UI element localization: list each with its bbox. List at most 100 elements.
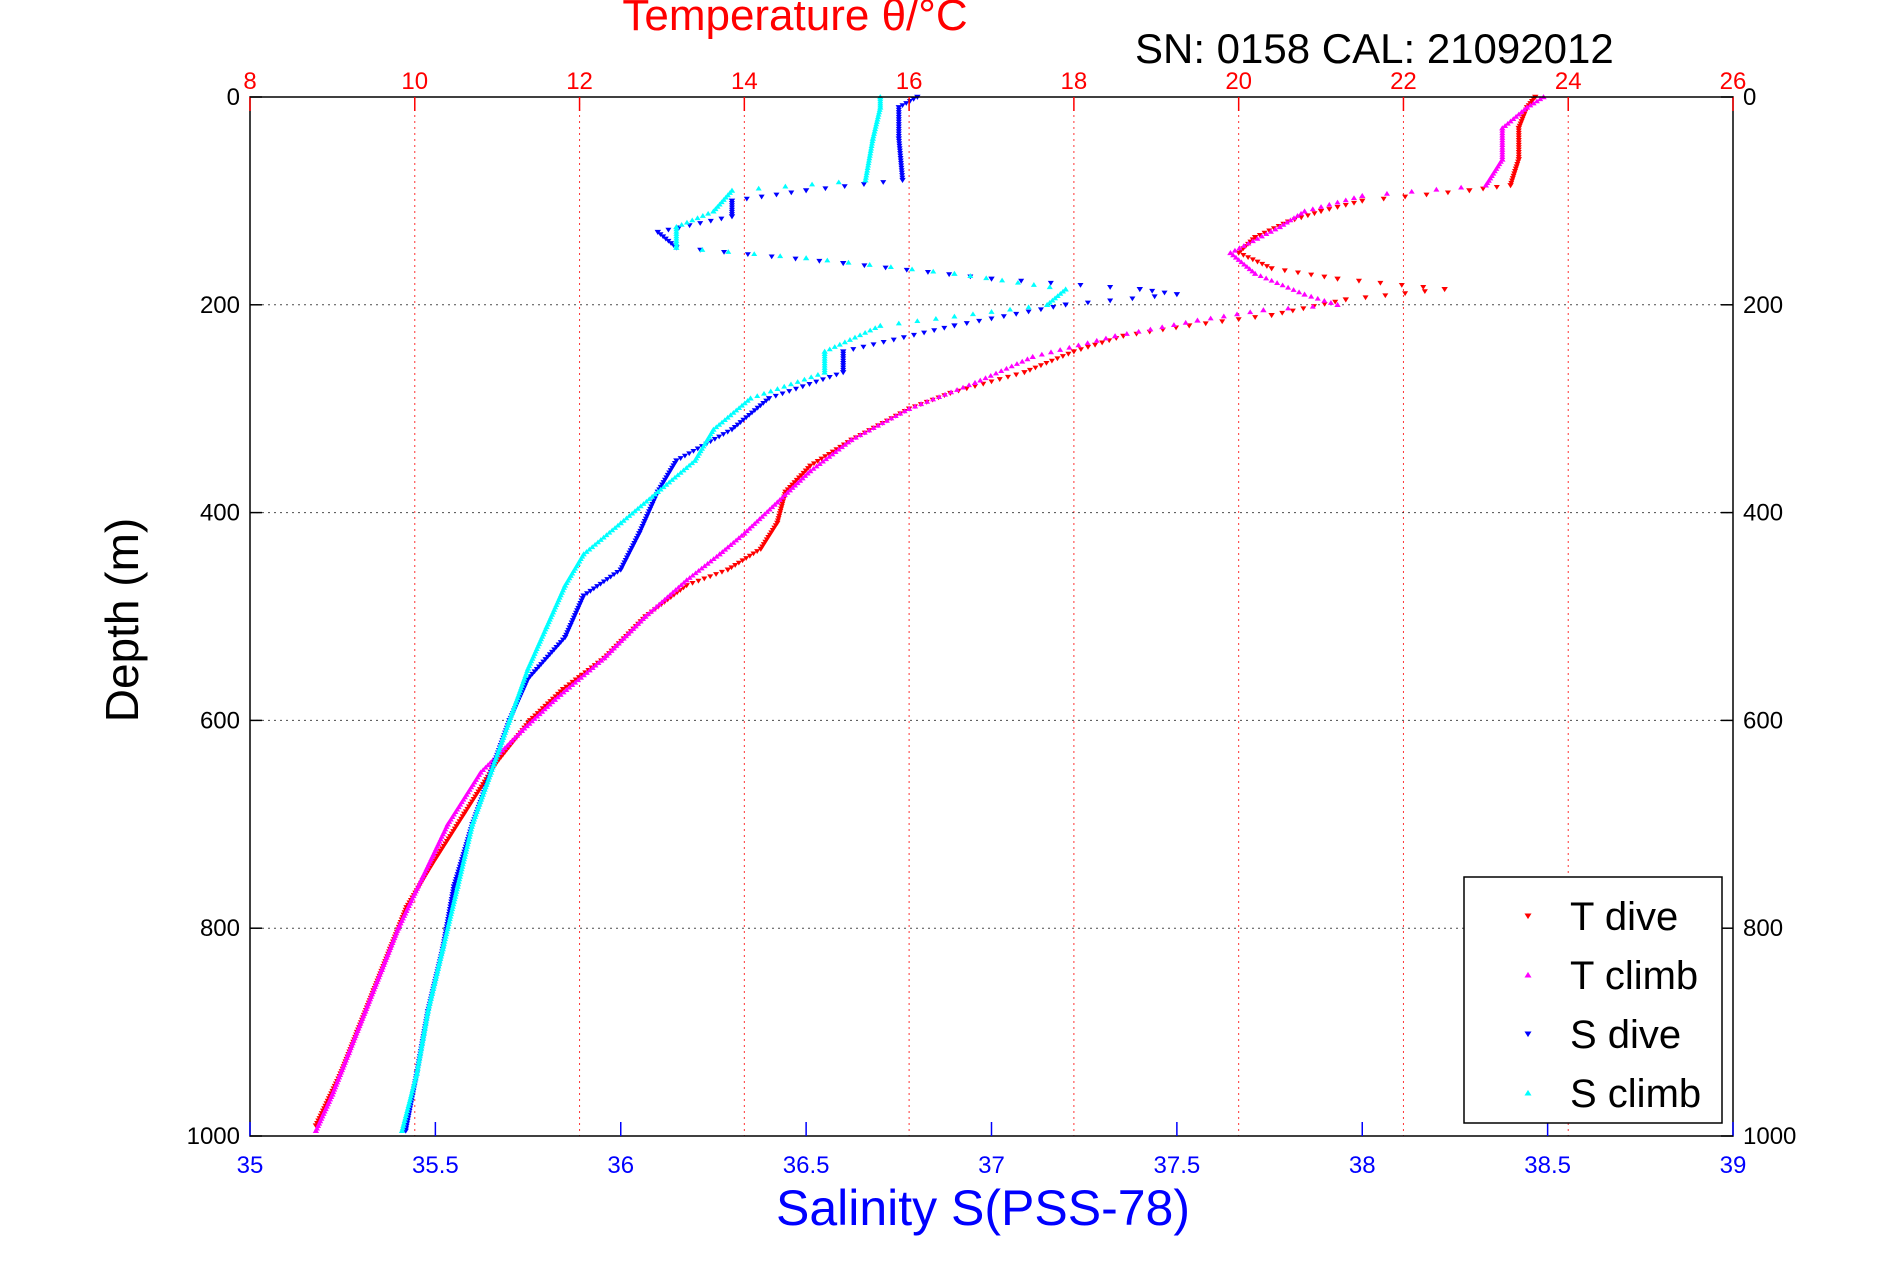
data-point-s-climb xyxy=(932,315,939,321)
data-point-t-climb xyxy=(719,549,726,554)
data-point-t-climb xyxy=(551,696,559,702)
data-point-t-dive xyxy=(1317,209,1325,215)
data-point-s-climb xyxy=(435,966,442,972)
data-point-s-climb xyxy=(405,1103,412,1109)
data-point-s-dive xyxy=(1151,294,1158,300)
data-point-t-climb xyxy=(536,711,543,717)
data-point-t-climb xyxy=(1408,188,1415,194)
instrument-subtitle: SN: 0158 CAL: 21092012 xyxy=(1135,25,1614,72)
data-point-s-climb xyxy=(614,522,621,528)
data-point-s-dive xyxy=(882,265,889,271)
data-point-t-climb xyxy=(769,504,776,510)
data-point-t-climb xyxy=(484,762,491,768)
data-point-t-climb xyxy=(813,463,820,469)
data-point-t-climb xyxy=(1038,351,1045,357)
data-point-t-climb xyxy=(667,591,674,597)
series-t-climb xyxy=(312,94,1547,1134)
data-point-s-dive xyxy=(903,267,910,273)
x-axis-label: Salinity S(PSS-78) xyxy=(776,1180,1190,1236)
data-point-t-climb xyxy=(1279,282,1286,288)
data-point-t-climb xyxy=(1267,228,1274,234)
data-point-s-dive xyxy=(540,659,547,665)
data-point-t-climb xyxy=(1513,113,1520,119)
data-point-t-dive xyxy=(1219,319,1226,325)
data-point-t-climb xyxy=(1499,125,1506,131)
data-point-t-dive xyxy=(1466,188,1473,194)
depth-tick-label-right: 400 xyxy=(1743,500,1783,527)
data-point-s-climb xyxy=(417,1051,424,1056)
data-point-s-dive xyxy=(568,620,575,626)
data-point-s-climb xyxy=(876,107,883,112)
data-point-t-climb xyxy=(1241,261,1248,267)
data-point-s-dive xyxy=(450,884,458,890)
data-point-s-climb xyxy=(867,150,874,156)
data-point-s-dive xyxy=(899,103,906,109)
data-point-s-climb xyxy=(865,157,872,163)
data-point-t-dive xyxy=(1240,252,1247,258)
data-point-s-climb xyxy=(454,883,461,889)
salinity-tick-label: 36.5 xyxy=(783,1152,830,1179)
data-point-t-climb xyxy=(930,396,937,402)
data-point-t-dive xyxy=(825,451,832,457)
data-point-s-climb xyxy=(866,152,873,158)
data-point-s-climb xyxy=(851,334,858,340)
data-point-s-climb xyxy=(404,1105,411,1111)
data-point-t-dive xyxy=(1304,213,1311,219)
data-point-s-climb xyxy=(870,133,877,139)
data-point-s-climb xyxy=(435,963,442,969)
data-point-t-climb xyxy=(1182,319,1189,325)
data-point-t-dive xyxy=(473,792,480,797)
data-point-s-dive xyxy=(768,254,775,260)
temperature-tick-label: 14 xyxy=(731,68,758,95)
data-point-t-climb xyxy=(826,453,833,459)
data-point-t-climb xyxy=(784,489,791,495)
data-point-s-climb xyxy=(794,379,801,384)
data-point-s-climb xyxy=(463,846,470,852)
data-point-s-dive xyxy=(686,451,693,457)
data-point-s-climb xyxy=(872,123,879,129)
data-point-t-dive xyxy=(1281,268,1288,274)
data-point-t-dive xyxy=(1059,354,1066,359)
data-point-t-dive xyxy=(437,848,444,854)
data-point-s-climb xyxy=(1046,284,1053,290)
data-point-t-climb xyxy=(482,764,489,770)
data-point-t-climb xyxy=(730,539,737,545)
data-point-t-climb xyxy=(672,587,679,592)
data-point-s-climb xyxy=(713,424,720,430)
data-point-t-climb xyxy=(875,422,882,428)
data-point-t-dive xyxy=(443,839,450,844)
data-point-s-climb xyxy=(408,1090,415,1096)
data-point-t-climb xyxy=(776,497,783,502)
data-point-s-climb xyxy=(456,876,463,882)
data-point-t-climb xyxy=(1502,123,1509,128)
data-point-s-climb xyxy=(623,515,630,521)
data-point-t-climb xyxy=(1263,231,1270,237)
data-point-t-climb xyxy=(766,506,773,512)
data-point-s-climb xyxy=(420,1031,427,1036)
salinity-tick-label: 38.5 xyxy=(1524,1152,1571,1179)
data-point-s-dive xyxy=(645,511,652,517)
data-point-s-climb xyxy=(869,135,877,141)
data-point-t-dive xyxy=(724,567,732,573)
data-point-s-climb xyxy=(461,856,468,862)
data-point-s-dive xyxy=(931,328,938,334)
data-point-s-dive xyxy=(561,635,569,641)
data-point-t-dive xyxy=(1355,278,1362,284)
data-point-s-climb xyxy=(400,1123,407,1128)
data-point-t-climb xyxy=(901,408,908,414)
data-point-t-climb xyxy=(924,398,931,404)
data-point-t-climb xyxy=(534,713,541,719)
data-point-t-climb xyxy=(779,494,786,500)
data-point-s-climb xyxy=(424,1013,431,1019)
data-point-s-dive xyxy=(649,501,656,507)
data-point-t-climb xyxy=(707,558,714,564)
data-point-t-dive xyxy=(1252,315,1259,320)
data-point-t-climb xyxy=(1246,266,1253,272)
data-point-s-dive xyxy=(1050,305,1057,310)
legend: T dive T climb S dive S climb xyxy=(1463,876,1723,1124)
data-point-t-climb xyxy=(771,501,778,507)
data-point-t-climb xyxy=(733,537,740,543)
data-point-t-climb xyxy=(879,420,886,426)
data-point-t-climb xyxy=(1521,106,1528,112)
data-point-s-climb xyxy=(983,275,990,281)
